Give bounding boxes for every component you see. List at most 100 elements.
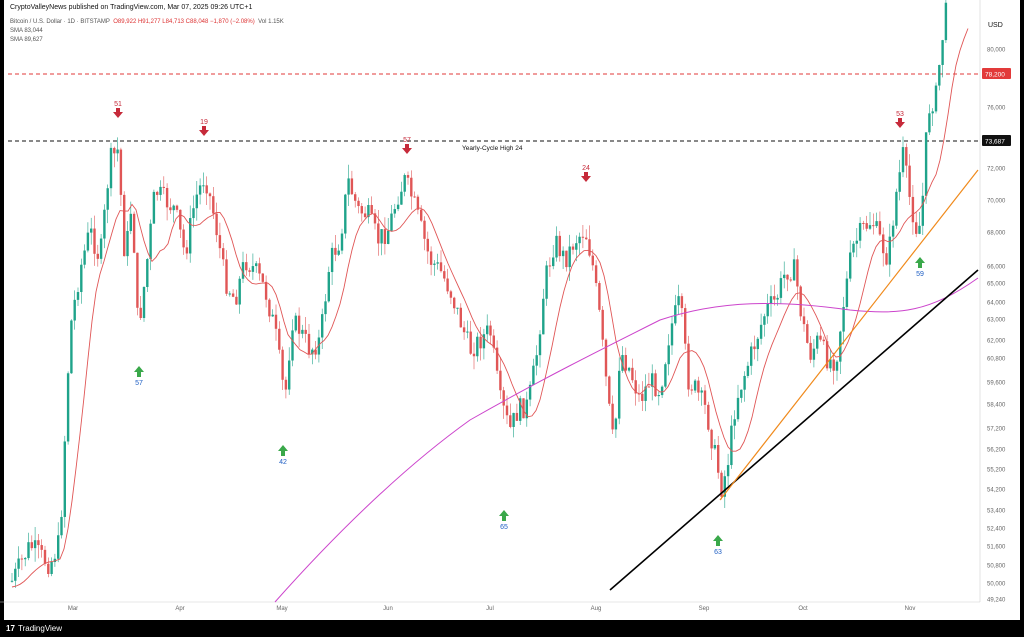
candle-body	[693, 380, 697, 391]
candle-body	[370, 205, 373, 214]
x-tick-label: Sep	[699, 606, 710, 612]
candle-body	[334, 247, 337, 255]
sell-signal-label: 24	[582, 165, 590, 172]
level-label-bg	[982, 68, 1011, 79]
candle-body	[423, 220, 426, 239]
candle-body	[185, 247, 189, 254]
candle-body	[786, 274, 789, 280]
candle-body	[519, 398, 522, 421]
buy-signal-label: 59	[916, 271, 924, 278]
candle-body	[274, 314, 278, 329]
candle-body	[528, 384, 532, 400]
candle-body	[816, 335, 819, 349]
candle-body	[585, 237, 588, 240]
candle-body	[872, 225, 875, 227]
candle-body	[291, 330, 294, 361]
x-tick-label: Jul	[486, 606, 494, 612]
candle-body	[73, 299, 76, 321]
candle-body	[601, 309, 604, 340]
candle-body	[50, 562, 53, 574]
candle-body	[522, 398, 525, 419]
candle-body	[14, 568, 17, 581]
candle-body	[129, 213, 132, 231]
y-tick-label: 51,600	[987, 545, 1006, 551]
candle-body	[482, 334, 486, 349]
candle-body	[113, 147, 116, 154]
candle-body	[700, 390, 703, 393]
candle-body	[618, 370, 621, 419]
y-tick-label: 52,400	[987, 527, 1006, 533]
candle-body	[255, 263, 258, 267]
candle-body	[743, 375, 746, 390]
sell-signal-label: 19	[200, 119, 208, 126]
candle-body	[944, 2, 948, 41]
candle-body	[337, 250, 340, 255]
candle-body	[116, 149, 119, 154]
buy-arrow-icon	[278, 445, 288, 456]
candle-body	[132, 213, 136, 253]
sell-signal-label: 51	[114, 101, 122, 108]
candle-body	[657, 395, 660, 397]
candle-body	[476, 336, 479, 357]
candle-body	[740, 389, 743, 398]
candle-body	[466, 331, 469, 333]
candle-body	[647, 386, 651, 388]
candle-body	[420, 209, 423, 221]
candle-body	[245, 262, 248, 271]
candle-body	[545, 265, 548, 299]
candle-body	[492, 335, 495, 348]
candle-body	[726, 465, 730, 477]
y-tick-label: 57,200	[987, 427, 1006, 433]
candle-body	[631, 367, 634, 381]
candle-body	[581, 236, 585, 238]
candle-body	[340, 233, 344, 251]
candle-body	[532, 365, 535, 385]
candle-body	[888, 236, 891, 265]
candle-body	[641, 393, 644, 401]
y-tick-label: 63,000	[987, 318, 1006, 324]
candle-body	[670, 323, 674, 346]
candle-body	[146, 259, 149, 288]
chart-frame: CryptoValleyNews published on TradingVie…	[4, 0, 1020, 637]
candle-body	[763, 316, 766, 325]
candle-body	[449, 291, 453, 298]
candle-body	[882, 234, 885, 254]
candle-body	[142, 287, 146, 318]
sell-arrow-icon	[199, 126, 209, 136]
candle-body	[753, 346, 756, 350]
candle-body	[627, 367, 631, 371]
y-tick-label: 53,400	[987, 509, 1006, 515]
candle-body	[360, 206, 363, 214]
buy-signal-label: 63	[714, 549, 722, 556]
candle-body	[344, 194, 347, 234]
candle-body	[941, 40, 944, 65]
candle-body	[433, 263, 436, 265]
candle-body	[149, 223, 152, 260]
candle-body	[159, 186, 162, 195]
y-tick-label: 54,200	[987, 488, 1006, 494]
sell-arrow-icon	[402, 144, 412, 154]
candle-body	[261, 273, 264, 282]
candle-body	[842, 306, 845, 332]
candle-body	[393, 209, 396, 214]
candle-body	[634, 380, 637, 394]
candle-body	[905, 147, 908, 166]
candle-body	[192, 208, 195, 219]
y-tick-label: 50,000	[987, 582, 1006, 588]
yearly-cycle-high-label: Yearly-Cycle High 24	[462, 145, 523, 152]
y-tick-label: 80,000	[987, 48, 1006, 54]
candle-body	[611, 403, 614, 430]
candle-body	[809, 342, 812, 360]
candle-body	[822, 339, 825, 342]
candle-body	[57, 535, 60, 559]
candle-body	[363, 213, 367, 218]
candle-body	[248, 270, 251, 272]
candle-body	[179, 209, 182, 230]
candle-body	[169, 207, 172, 211]
y-tick-label: 70,000	[987, 199, 1006, 205]
candle-body	[123, 194, 126, 257]
candle-body	[868, 225, 872, 229]
sma-slow-line	[274, 277, 979, 603]
candle-body	[667, 345, 670, 365]
